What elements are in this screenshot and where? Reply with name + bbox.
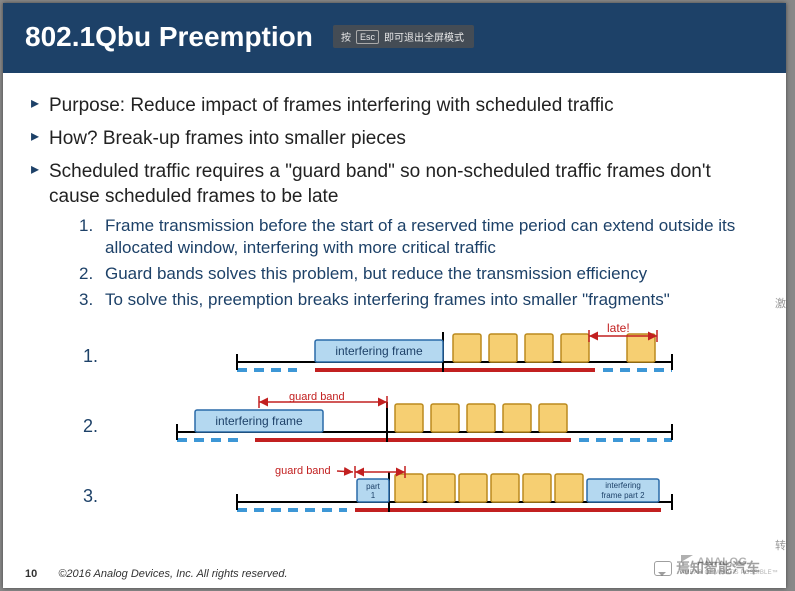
slide: 802.1Qbu Preemption 按 Esc 即可退出全屏模式 Purpo…: [3, 3, 786, 588]
row-number: 1.: [83, 346, 117, 367]
svg-text:late!: late!: [607, 322, 630, 335]
chat-icon: [654, 561, 672, 576]
numbered-item: Guard bands solves this problem, but red…: [79, 263, 758, 285]
logo-tagline: AHEAD OF WHAT'S POSSIBLE™: [681, 570, 778, 576]
slide-footer: 10 ©2016 Analog Devices, Inc. All rights…: [25, 568, 288, 580]
svg-text:guard band: guard band: [289, 392, 345, 403]
esc-hint-suffix: 即可退出全屏模式: [384, 29, 464, 44]
esc-hint-overlay: 按 Esc 即可退出全屏模式: [333, 25, 474, 48]
diagram-row-3: 3. part1 interferingframe part 2 guard ban…: [83, 462, 758, 530]
svg-text:part: part: [366, 482, 381, 491]
logo-triangle-icon: [681, 555, 693, 569]
numbered-item: Frame transmission before the start of a…: [79, 215, 758, 259]
esc-key: Esc: [356, 30, 379, 44]
bullet-item: Scheduled traffic requires a "guard band…: [31, 159, 758, 310]
logo-name: ANALOG: [697, 556, 748, 568]
svg-text:frame part 2: frame part 2: [601, 491, 645, 500]
row-number: 3.: [83, 486, 117, 507]
diagram-area: 1. interfering frame late! 2. interfering…: [31, 318, 758, 530]
timing-diagram-2: interfering frame guard band: [117, 392, 677, 460]
svg-text:interfering frame: interfering frame: [335, 344, 423, 358]
timing-diagram-1: interfering frame late!: [117, 322, 677, 390]
svg-text:interfering frame: interfering frame: [215, 414, 303, 428]
diagram-row-1: 1. interfering frame late!: [83, 322, 758, 390]
esc-hint-prefix: 按: [341, 29, 351, 44]
bullet-item: How? Break-up frames into smaller pieces: [31, 126, 758, 151]
numbered-item: To solve this, preemption breaks interfe…: [79, 289, 758, 311]
analog-logo: ANALOG AHEAD OF WHAT'S POSSIBLE™: [681, 555, 778, 576]
svg-text:1: 1: [371, 491, 376, 500]
row-number: 2.: [83, 416, 117, 437]
bullet-list: Purpose: Reduce impact of frames interfe…: [31, 93, 758, 310]
bullet-text: Scheduled traffic requires a "guard band…: [49, 161, 711, 207]
side-char-2: 转: [775, 537, 786, 553]
copyright: ©2016 Analog Devices, Inc. All rights re…: [58, 568, 287, 580]
svg-text:guard band: guard band: [275, 465, 331, 477]
bullet-item: Purpose: Reduce impact of frames interfe…: [31, 93, 758, 118]
side-char-1: 激: [775, 295, 786, 311]
svg-text:interfering: interfering: [605, 481, 641, 490]
numbered-list: Frame transmission before the start of a…: [79, 215, 758, 310]
slide-body: Purpose: Reduce impact of frames interfe…: [3, 73, 786, 530]
diagram-row-2: 2. interfering frame guard band: [83, 392, 758, 460]
timing-diagram-3: part1 interferingframe part 2 guard band: [117, 462, 677, 530]
page-number: 10: [25, 568, 37, 580]
